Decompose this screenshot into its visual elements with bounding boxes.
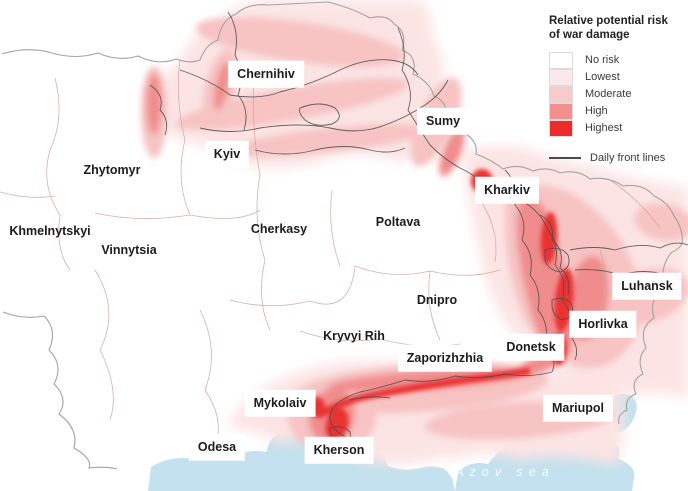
legend-item-moderate: Moderate [549, 85, 685, 103]
city-label-mariupol: Mariupol [542, 394, 614, 422]
city-label-donetsk: Donetsk [497, 333, 565, 361]
legend-title-line2: of war damage [549, 29, 630, 42]
city-label-poltava: Poltava [375, 214, 421, 229]
city-label-cherkasy: Cherkasy [250, 221, 308, 236]
city-label-kharkiv: Kharkiv [475, 176, 539, 204]
legend-item-highest: Highest [549, 119, 685, 137]
city-label-horlivka: Horlivka [569, 310, 637, 338]
city-label-dnipro: Dnipro [416, 292, 458, 307]
legend-label-moderate: Moderate [585, 87, 632, 100]
legend-label-highest: Highest [585, 121, 623, 134]
legend-items: No risk Lowest Moderate High Highest [549, 51, 685, 137]
city-label-luhansk: Luhansk [612, 272, 682, 300]
legend-swatch-moderate [549, 85, 573, 103]
legend-label-no-risk: No risk [585, 53, 620, 66]
city-label-sumy: Sumy [416, 107, 470, 135]
legend-item-high: High [549, 102, 685, 120]
azov-sea-label: Azov sea [455, 465, 555, 479]
city-label-zhytomyr: Zhytomyr [83, 162, 141, 177]
legend-swatch-lowest [549, 68, 573, 86]
legend-swatch-highest [549, 119, 573, 137]
legend-front-lines-label: Daily front lines [590, 151, 666, 164]
legend-swatch-no-risk [549, 51, 573, 69]
legend-front-lines-item: Daily front lines [549, 152, 685, 164]
legend-item-no-risk: No risk [549, 51, 685, 69]
city-label-zaporizhzhia: Zaporizhzhia [397, 344, 493, 372]
city-label-kherson: Kherson [304, 436, 374, 464]
city-label-vinnytsia: Vinnytsia [101, 242, 157, 257]
city-label-odesa: Odesa [188, 433, 246, 461]
city-label-khmelnytskyi: Khmelnytskyi [9, 223, 91, 238]
legend-label-high: High [585, 104, 608, 117]
legend-label-lowest: Lowest [585, 70, 620, 83]
legend: Relative potential risk of war damage No… [549, 14, 685, 164]
legend-title: Relative potential risk of war damage [549, 14, 685, 43]
city-label-chernihiv: Chernihiv [228, 60, 304, 88]
city-label-kyiv: Kyiv [204, 140, 250, 168]
city-label-kryvyi-rih: Kryvyi Rih [323, 328, 385, 343]
legend-swatch-high [549, 102, 573, 120]
legend-item-lowest: Lowest [549, 68, 685, 86]
legend-title-line1: Relative potential risk [549, 15, 668, 27]
front-line-sample-icon [549, 157, 581, 159]
black-sea-shape [148, 426, 455, 491]
city-label-mykolaiv: Mykolaiv [244, 389, 316, 417]
